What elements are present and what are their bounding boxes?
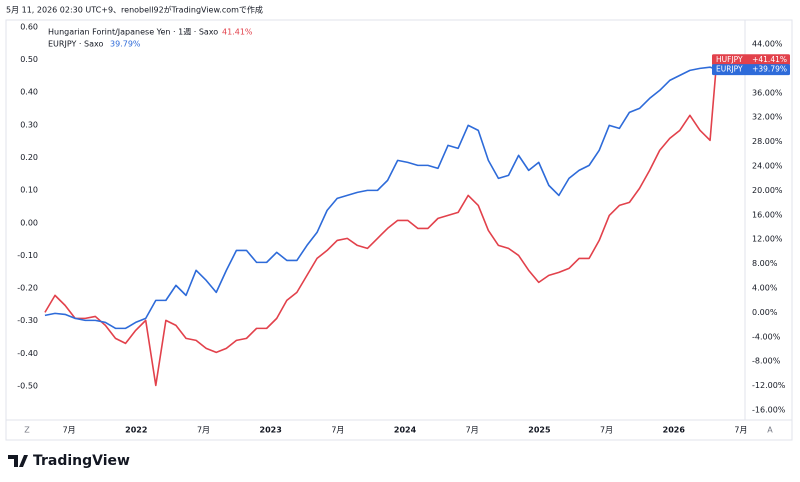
- legend-name: Hungarian Forint/Japanese Yen · 1週 · Sax…: [48, 28, 218, 37]
- y2-tick-label: 24.00%: [752, 161, 783, 170]
- legend-name: EURJPY · Saxo: [48, 40, 103, 49]
- caption: 5月 11, 2026 02:30 UTC+9、renobell92がTradi…: [6, 5, 263, 15]
- y-tick-label: -0.50: [17, 382, 38, 391]
- x-tick-label: 7月: [63, 426, 76, 435]
- y2-tick-label: 8.00%: [752, 259, 778, 268]
- logo: TradingView: [8, 453, 130, 469]
- price-tag: HUFJPY +41.41%: [712, 54, 790, 66]
- y2-tick-label: 36.00%: [752, 88, 783, 97]
- y2-tick-label: 32.00%: [752, 113, 783, 122]
- price-tag: EURJPY +39.79%: [712, 64, 790, 76]
- x-tick-label: 2024: [394, 426, 417, 435]
- logo-icon: [8, 455, 28, 467]
- x-tick-label: 2025: [528, 426, 551, 435]
- y-tick-label: 0.10: [20, 186, 38, 195]
- price-tag-name: EURJPY: [716, 65, 743, 74]
- y-tick-label: 0.50: [20, 55, 38, 64]
- y2-tick-label: 20.00%: [752, 186, 783, 195]
- price-tag-box: [712, 54, 790, 66]
- price-tag-box: [712, 64, 790, 76]
- series-line: [44, 59, 718, 387]
- axis-button[interactable]: A: [767, 426, 773, 435]
- y-tick-label: -0.40: [17, 349, 38, 358]
- x-tick-label: 7月: [197, 426, 210, 435]
- series-line: [44, 66, 718, 330]
- y-tick-label: -0.30: [17, 316, 38, 325]
- x-tick-label: 2023: [260, 426, 282, 435]
- y-tick-label: 0.00: [20, 218, 38, 227]
- y2-tick-label: -8.00%: [752, 357, 781, 366]
- price-tag-value: +41.41%: [752, 55, 787, 64]
- y2-tick-label: -16.00%: [752, 405, 786, 414]
- y-tick-label: -0.10: [17, 251, 38, 260]
- x-tick-label: 7月: [734, 426, 747, 435]
- y2-tick-label: -4.00%: [752, 332, 781, 341]
- y-tick-label: -0.20: [17, 284, 38, 293]
- y2-tick-label: 12.00%: [752, 235, 783, 244]
- price-tag-value: +39.79%: [752, 65, 787, 74]
- y2-tick-label: 0.00%: [752, 308, 778, 317]
- x-tick-label: 7月: [331, 426, 344, 435]
- legend-value: 39.79%: [110, 40, 141, 49]
- legend-value: 41.41%: [222, 28, 253, 37]
- y-tick-label: 0.40: [20, 88, 38, 97]
- x-tick-label: 7月: [600, 426, 613, 435]
- x-tick-label: 2026: [663, 426, 686, 435]
- y2-tick-label: 28.00%: [752, 137, 783, 146]
- axis-button[interactable]: Z: [24, 426, 30, 435]
- chart-frame: [5, 19, 793, 441]
- y2-tick-label: 16.00%: [752, 210, 783, 219]
- x-tick-label: 7月: [466, 426, 479, 435]
- y-tick-label: 0.30: [20, 120, 38, 129]
- x-tick-label: 2022: [125, 426, 147, 435]
- y2-tick-label: -12.00%: [752, 381, 786, 390]
- y-tick-label: 0.20: [20, 153, 38, 162]
- price-tag-name: HUFJPY: [716, 55, 743, 64]
- y2-tick-label: 4.00%: [752, 283, 778, 292]
- brand: TradingView: [33, 453, 130, 469]
- y2-tick-label: 44.00%: [752, 39, 783, 48]
- y-tick-label: 0.60: [20, 22, 38, 31]
